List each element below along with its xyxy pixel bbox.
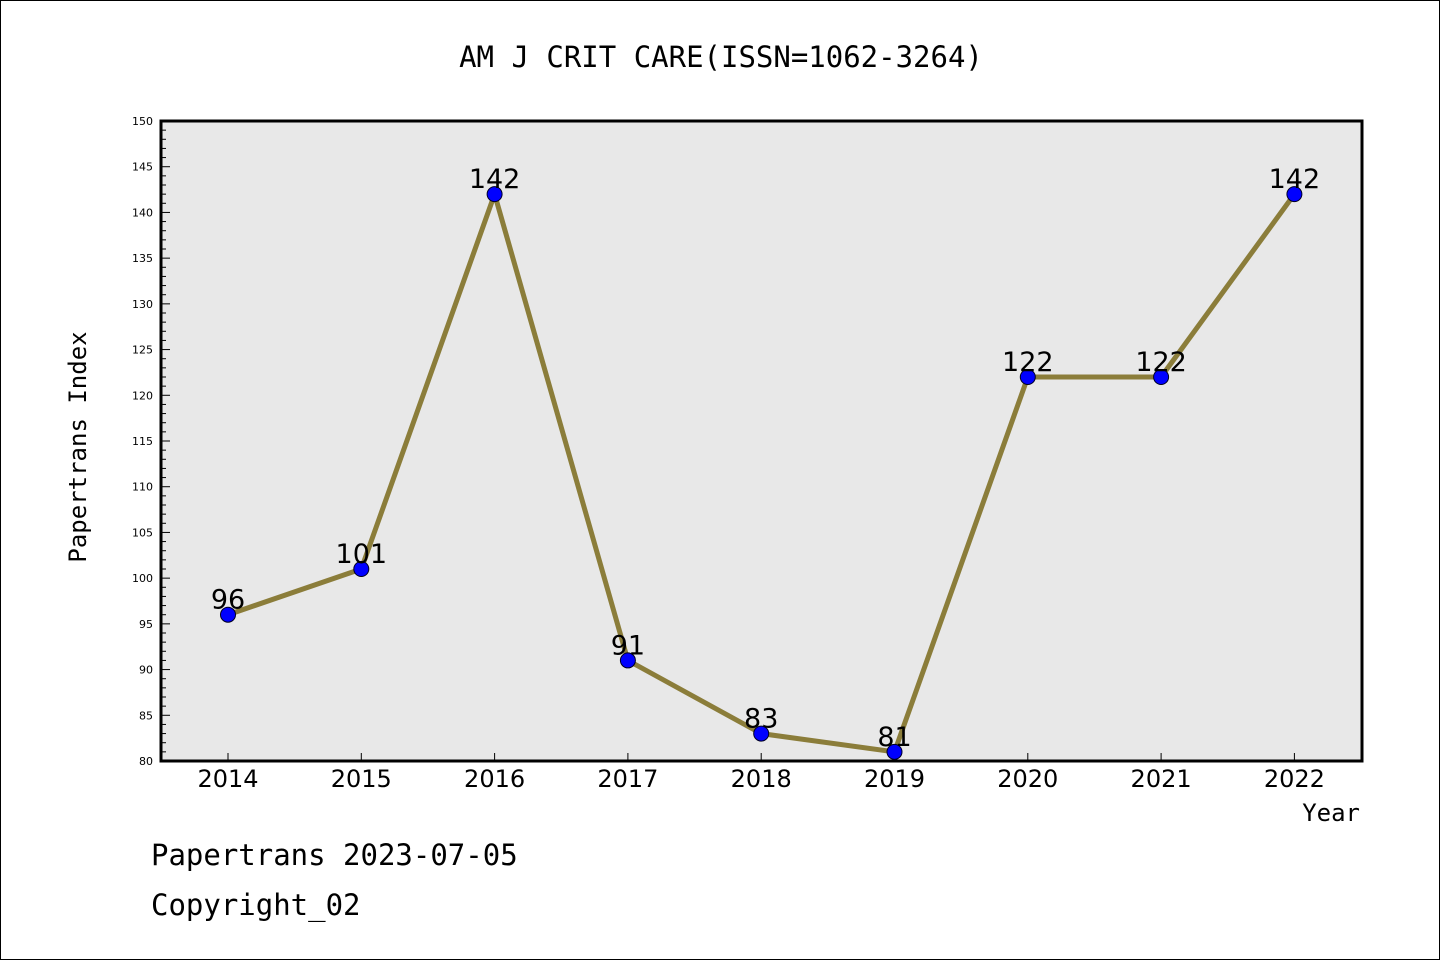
y-tick-label: 125 [132, 344, 153, 357]
data-markers [220, 186, 1303, 760]
data-point [486, 186, 503, 203]
footer-date: Papertrans 2023-07-05 [151, 838, 518, 872]
y-tick-label: 100 [132, 572, 153, 585]
x-tick-label: 2016 [464, 765, 525, 793]
data-label: 142 [1269, 164, 1321, 195]
y-tick-label: 150 [132, 115, 153, 128]
data-point [353, 561, 370, 577]
y-tick-label: 145 [132, 161, 153, 174]
data-point [886, 743, 903, 760]
plot-area [159, 119, 1364, 763]
y-tick-label: 140 [132, 206, 153, 219]
y-tick-label: 135 [132, 252, 153, 265]
x-tick-label: 2014 [197, 765, 258, 793]
x-tick-label: 2021 [1131, 765, 1192, 793]
y-axis-ticks: 80 85 90 95 100 105 110 115 120 125 130 135 140 145 15… [132, 115, 170, 768]
x-tick-label: 2015 [331, 765, 392, 793]
x-tick-label: 2019 [864, 765, 925, 793]
data-point [753, 725, 770, 742]
y-tick-label: 90 [139, 664, 153, 677]
y-axis-label: Papertrans Index [64, 331, 92, 562]
data-labels: 96 101 142 91 83 81 122 122 142 [211, 164, 1320, 753]
x-tick-label: 2017 [597, 765, 658, 793]
y-tick-label: 130 [132, 298, 153, 311]
data-label: 83 [744, 704, 778, 735]
data-point [1286, 186, 1303, 203]
data-label: 122 [1002, 347, 1054, 378]
y-tick-label: 110 [132, 481, 153, 494]
data-point [220, 606, 236, 623]
y-tick-label: 115 [132, 435, 153, 448]
x-tick-label: 2020 [997, 765, 1058, 793]
x-axis-label: Year [1302, 799, 1360, 827]
data-label: 142 [469, 164, 521, 195]
y-tick-label: 120 [132, 389, 153, 402]
y-tick-label: 105 [132, 526, 153, 539]
x-axis-ticks: 2014 2015 2016 2017 2018 2019 2020 2021 2022 [197, 753, 1325, 793]
y-tick-label: 85 [139, 709, 153, 722]
data-label: 101 [336, 539, 388, 570]
data-label: 91 [611, 630, 645, 661]
data-point [619, 652, 636, 669]
x-tick-label: 2022 [1264, 765, 1325, 793]
chart-title: AM J CRIT CARE(ISSN=1062-3264) [459, 40, 983, 74]
y-tick-label: 95 [139, 618, 153, 631]
data-point [1153, 369, 1170, 385]
data-label: 122 [1135, 347, 1187, 378]
footer-copyright: Copyright_02 [151, 888, 361, 923]
x-tick-label: 2018 [731, 765, 792, 793]
data-label: 96 [211, 585, 245, 616]
data-point [1019, 369, 1036, 385]
y-tick-label: 80 [139, 755, 153, 768]
data-label: 81 [877, 722, 911, 753]
